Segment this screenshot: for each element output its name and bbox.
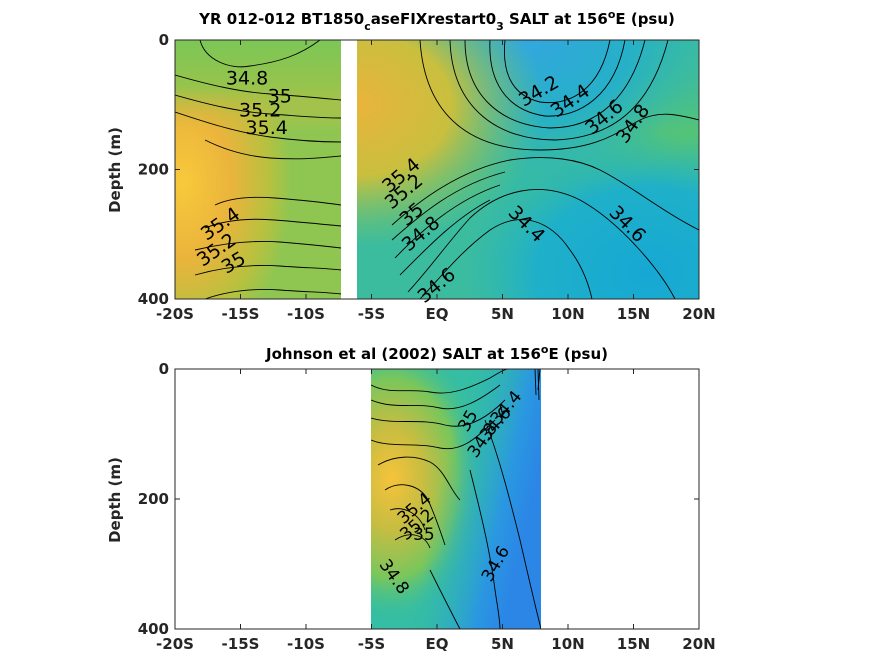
bottom-y-axis-label: Depth (m) [106, 457, 124, 543]
bottom-x-tick-labels: -20S -15S -10S -5S EQ 5N 10N 15N 20N [156, 635, 716, 653]
bottom-contours [371, 369, 541, 629]
x-tick-label: 20N [682, 305, 715, 323]
x-tick-label: EQ [426, 635, 449, 653]
y-tick-label: 400 [138, 290, 169, 308]
contour-label: 35.4 [246, 117, 288, 139]
top-field-right [357, 40, 699, 299]
x-tick-label: 10N [551, 305, 584, 323]
x-tick-label: -20S [156, 635, 194, 653]
y-tick-label: 200 [138, 490, 169, 508]
y-tick-label: 0 [159, 31, 169, 49]
contour-label: 35 [413, 525, 435, 545]
top-tick-marks [174, 39, 700, 300]
x-tick-label: -10S [287, 635, 325, 653]
top-panel: -20S -15S -10S -5S EQ 5N 10N 15N 20N 0 200 400 34.… [106, 8, 716, 323]
top-contours [175, 40, 699, 299]
x-tick-label: 15N [617, 635, 650, 653]
x-tick-label: 5N [491, 305, 514, 323]
x-tick-label: -10S [287, 305, 325, 323]
top-field-left [175, 40, 341, 299]
y-tick-label: 0 [159, 360, 169, 378]
x-tick-label: 10N [551, 635, 584, 653]
x-tick-label: -15S [222, 635, 260, 653]
contour-label: 35 [268, 85, 292, 107]
bottom-tick-marks [174, 368, 700, 630]
bottom-chart-title: Johnson et al (2002) SALT at 156oE (psu) [265, 343, 608, 363]
top-y-axis-label: Depth (m) [106, 127, 124, 213]
x-tick-label: -15S [222, 305, 260, 323]
top-x-tick-labels: -20S -15S -10S -5S EQ 5N 10N 15N 20N [156, 305, 716, 323]
x-tick-label: 5N [491, 635, 514, 653]
y-tick-label: 200 [138, 161, 169, 179]
top-data-gap [341, 40, 357, 300]
bottom-field [371, 369, 541, 629]
contour-label: 34.8 [226, 67, 268, 89]
y-tick-label: 400 [138, 620, 169, 638]
x-tick-label: 20N [682, 635, 715, 653]
contour-label: 35.2 [239, 100, 281, 122]
top-y-tick-labels: 0 200 400 [138, 31, 169, 308]
x-tick-label: EQ [426, 305, 449, 323]
x-tick-label: -5S [358, 305, 385, 323]
x-tick-label: 15N [617, 305, 650, 323]
bottom-y-tick-labels: 0 200 400 [138, 360, 169, 638]
x-tick-label: -20S [156, 305, 194, 323]
x-tick-label: -5S [358, 635, 385, 653]
top-chart-title: YR 012-012 BT1850caseFIXrestart03 SALT a… [198, 8, 675, 33]
